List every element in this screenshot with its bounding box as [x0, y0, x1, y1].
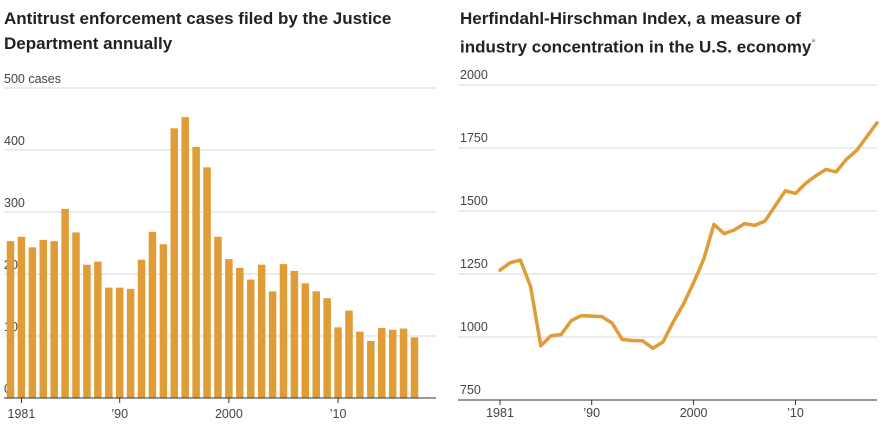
bar: [279, 264, 288, 398]
hhi-series-line: [498, 121, 879, 351]
bar: [83, 264, 91, 398]
bar: [236, 267, 244, 398]
bar: [334, 327, 342, 398]
bar: [148, 231, 157, 398]
y-tick-label: 2000: [460, 68, 488, 82]
bar: [6, 241, 15, 398]
bar: [345, 310, 353, 398]
bar: [115, 287, 124, 398]
footnote-marker: *: [811, 37, 816, 49]
bar: [225, 259, 233, 398]
bar: [137, 259, 146, 398]
bar: [126, 288, 135, 398]
bar: [94, 261, 102, 398]
right-chart-title: Herfindahl-Hirschman Index, a measure of…: [460, 6, 816, 60]
bar: [268, 291, 277, 398]
hhi-line-chart: 750 1000 1250 1500 1750 2000 1981 ’90 2000 ’10: [458, 68, 879, 420]
y-tick-label: 300: [4, 196, 25, 210]
y-tick-label: 1500: [460, 194, 488, 208]
bar: [323, 298, 331, 398]
bar: [181, 117, 189, 398]
bar: [39, 239, 48, 398]
x-tick-label: 2000: [680, 406, 708, 420]
left-title-line-2: Department annually: [4, 34, 173, 53]
bar: [388, 329, 397, 398]
y-tick-label: 400: [4, 134, 25, 148]
x-tick-label: ’10: [787, 406, 804, 420]
bar: [410, 337, 419, 398]
bar: [72, 232, 80, 398]
x-tick-label: 2000: [215, 407, 243, 421]
bar: [312, 291, 320, 398]
bar: [17, 236, 26, 398]
right-title-line-1: Herfindahl-Hirschman Index, a measure of: [460, 9, 802, 28]
bar: [399, 328, 408, 398]
bar: [290, 270, 299, 398]
y-tick-label: 1750: [460, 131, 488, 145]
y-tick-label: 1250: [460, 257, 488, 271]
x-tick-label: ’10: [330, 407, 347, 421]
bar: [28, 247, 37, 398]
x-tick-label: ’90: [111, 407, 128, 421]
bar: [301, 283, 310, 398]
x-tick-label: ’90: [583, 406, 600, 420]
bar: [170, 128, 179, 399]
y-tick-label: 1000: [460, 320, 488, 334]
left-chart-title: Antitrust enforcement cases filed by the…: [4, 6, 391, 56]
bar: [246, 279, 255, 398]
x-tick-label: 1981: [8, 407, 36, 421]
bar: [50, 241, 58, 398]
bar: [367, 340, 375, 398]
bar: [257, 264, 266, 398]
right-title-line-2-text: industry concentration in the U.S. econo…: [460, 37, 812, 57]
bar: [159, 244, 168, 398]
bar: [192, 146, 200, 398]
bar: [105, 287, 113, 398]
bar: [214, 236, 222, 398]
bar: [203, 167, 211, 398]
bar: [377, 327, 386, 398]
y-tick-label: 500 cases: [4, 72, 61, 86]
y-tick-label: 750: [460, 383, 481, 397]
bar: [356, 331, 364, 398]
x-tick-label: 1981: [486, 406, 514, 420]
bar: [61, 208, 69, 398]
left-title-line-1: Antitrust enforcement cases filed by the…: [4, 9, 392, 28]
antitrust-cases-panel: Antitrust enforcement cases filed by the…: [0, 0, 440, 441]
hhi-panel: Herfindahl-Hirschman Index, a measure of…: [455, 0, 883, 441]
right-title-line-2: industry concentration in the U.S. econo…: [460, 31, 816, 60]
